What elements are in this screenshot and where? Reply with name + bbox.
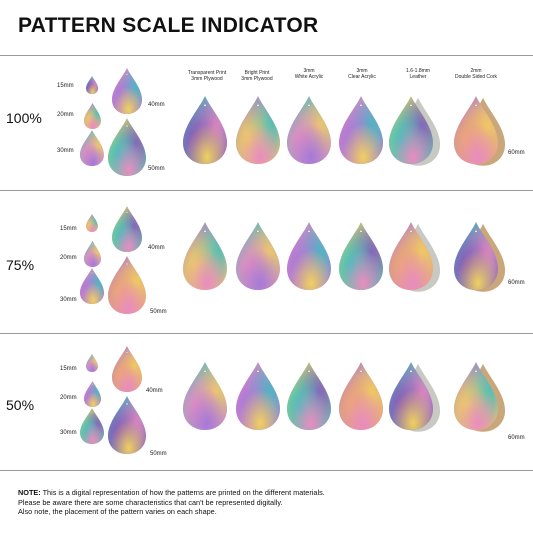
size-label-60mm: 60mm: [508, 280, 525, 286]
size-label-20mm: 20mm: [60, 395, 77, 401]
note-line-3: Also note, the placement of the pattern …: [18, 507, 217, 516]
drop-leather: [389, 362, 441, 432]
divider-2: [0, 333, 533, 334]
size-label-40mm: 40mm: [148, 245, 165, 251]
scale-drop-40mm: [112, 346, 142, 392]
scale-drop-50mm: [108, 256, 146, 314]
drop-cork: [454, 222, 506, 292]
drop-transparent-plywood: [183, 362, 227, 430]
scale-drop-30mm: [80, 408, 104, 444]
size-label-30mm: 30mm: [60, 297, 77, 303]
note-label: NOTE:: [18, 488, 41, 497]
scale-drop-50mm: [108, 396, 146, 454]
scale-drop-40mm: [112, 68, 142, 114]
drop-clear-acrylic: [339, 222, 383, 290]
size-label-20mm: 20mm: [60, 255, 77, 261]
size-label-20mm: 20mm: [57, 112, 74, 118]
drop-clear-acrylic: [339, 96, 383, 164]
size-label-30mm: 30mm: [57, 148, 74, 154]
material-header-leather: 1.6-1.8mm Leather: [406, 68, 430, 80]
drop-cork: [454, 362, 506, 432]
size-label-40mm: 40mm: [148, 102, 165, 108]
size-label-50mm: 50mm: [150, 309, 167, 315]
scale-drop-40mm: [112, 206, 142, 252]
scale-drop-20mm: [84, 103, 101, 129]
scale-drop-30mm: [80, 130, 104, 166]
scale-label-50: 50%: [6, 397, 35, 413]
material-header-cork: 2mm Double Sided Cork: [455, 68, 497, 80]
divider-1: [0, 190, 533, 191]
note-line-2: Please be aware there are some character…: [18, 497, 283, 507]
scale-label-75: 75%: [6, 257, 35, 273]
size-label-30mm: 30mm: [60, 430, 77, 436]
scale-drop-50mm: [108, 118, 146, 176]
size-label-15mm: 15mm: [60, 226, 77, 232]
size-label-50mm: 50mm: [148, 166, 165, 172]
drop-transparent-plywood: [183, 222, 227, 290]
note-text: NOTE: This is a digital representation o…: [18, 488, 325, 517]
material-header-transparent-plywood: Transparent Print 3mm Plywood: [187, 70, 227, 82]
scale-drop-15mm: [86, 214, 98, 232]
size-label-50mm: 50mm: [150, 451, 167, 457]
drop-leather: [389, 222, 441, 292]
size-label-40mm: 40mm: [146, 388, 163, 394]
drop-bright-plywood: [236, 222, 280, 290]
note-line-1: This is a digital representation of how …: [40, 488, 325, 497]
scale-drop-15mm: [86, 354, 98, 372]
scale-label-100: 100%: [6, 110, 42, 126]
size-label-60mm: 60mm: [508, 435, 525, 441]
drop-transparent-plywood: [183, 96, 227, 164]
drop-clear-acrylic: [339, 362, 383, 430]
drop-white-acrylic: [287, 222, 331, 290]
drop-bright-plywood: [236, 362, 280, 430]
divider-top: [0, 55, 533, 56]
drop-cork: [454, 96, 506, 166]
material-header-white-acrylic: 3mm White Acrylic: [294, 68, 324, 80]
drop-bright-plywood: [236, 96, 280, 164]
material-header-clear-acrylic: 3mm Clear Acrylic: [348, 68, 376, 80]
size-label-60mm: 60mm: [508, 150, 525, 156]
drop-white-acrylic: [287, 362, 331, 430]
scale-drop-20mm: [84, 381, 101, 407]
scale-drop-20mm: [84, 241, 101, 267]
page-title: PATTERN SCALE INDICATOR: [18, 14, 319, 37]
size-label-15mm: 15mm: [57, 83, 74, 89]
scale-drop-15mm: [86, 76, 98, 94]
divider-bottom: [0, 470, 533, 471]
size-label-15mm: 15mm: [60, 366, 77, 372]
drop-leather: [389, 96, 441, 166]
drop-white-acrylic: [287, 96, 331, 164]
scale-drop-30mm: [80, 268, 104, 304]
material-header-bright-plywood: Bright Print 3mm Plywood: [241, 70, 273, 82]
